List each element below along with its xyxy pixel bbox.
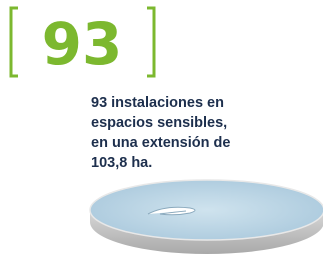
description-line: 93 instalaciones en xyxy=(91,93,230,113)
right-bracket xyxy=(147,8,154,76)
infographic: 93 93 instalaciones en espacios sensible… xyxy=(0,0,323,259)
description: 93 instalaciones en espacios sensibles, … xyxy=(91,93,230,173)
left-bracket xyxy=(11,8,18,76)
description-line: espacios sensibles, xyxy=(91,113,230,133)
big-number: 93 xyxy=(42,10,123,78)
description-line: 103,8 ha. xyxy=(91,153,230,173)
description-line: en una extensión de xyxy=(91,133,230,153)
disc-top xyxy=(90,180,323,240)
